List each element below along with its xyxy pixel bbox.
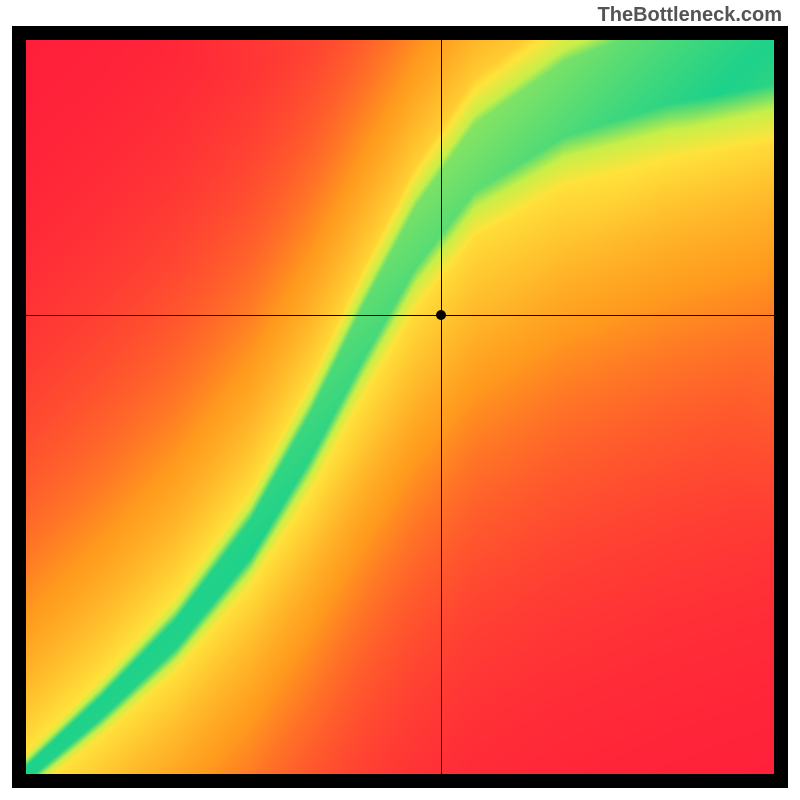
watermark-text: TheBottleneck.com <box>598 4 782 27</box>
heatmap-plot <box>26 40 774 774</box>
crosshair-marker <box>436 310 446 320</box>
crosshair-horizontal <box>26 315 774 316</box>
heatmap-canvas <box>26 40 774 774</box>
chart-frame <box>12 26 788 788</box>
crosshair-vertical <box>441 40 442 774</box>
